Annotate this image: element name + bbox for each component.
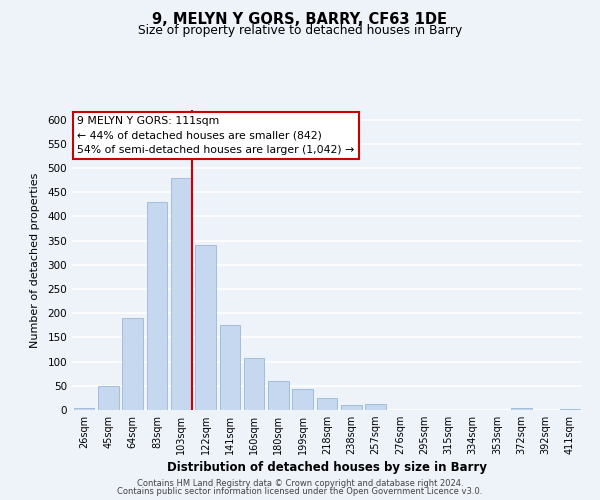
Bar (244, 358, 265, 410)
Text: Size of property relative to detached houses in Barry: Size of property relative to detached ho… (138, 24, 462, 37)
X-axis label: Distribution of detached houses by size in Barry: Distribution of detached houses by size … (167, 462, 487, 474)
Bar (195, 246, 216, 410)
Bar (171, 178, 191, 410)
Text: 9 MELYN Y GORS: 111sqm
← 44% of detached houses are smaller (842)
54% of semi-de: 9 MELYN Y GORS: 111sqm ← 44% of detached… (77, 116, 355, 155)
Bar (560, 409, 580, 410)
Bar (220, 326, 240, 410)
Bar (268, 381, 289, 410)
Bar (317, 398, 337, 410)
Bar (292, 389, 313, 410)
Bar (74, 408, 94, 410)
Text: 9, MELYN Y GORS, BARRY, CF63 1DE: 9, MELYN Y GORS, BARRY, CF63 1DE (152, 12, 448, 28)
Bar (341, 405, 362, 410)
Bar (122, 318, 143, 410)
Bar (98, 386, 119, 410)
Bar (511, 408, 532, 410)
Text: Contains public sector information licensed under the Open Government Licence v3: Contains public sector information licen… (118, 487, 482, 496)
Y-axis label: Number of detached properties: Number of detached properties (31, 172, 40, 348)
Bar (146, 202, 167, 410)
Bar (365, 404, 386, 410)
Text: Contains HM Land Registry data © Crown copyright and database right 2024.: Contains HM Land Registry data © Crown c… (137, 478, 463, 488)
